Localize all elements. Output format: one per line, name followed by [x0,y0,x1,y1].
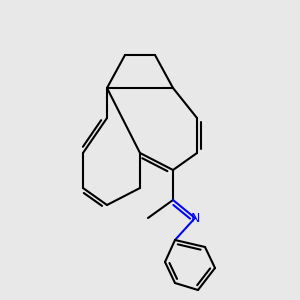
Text: N: N [190,212,200,224]
